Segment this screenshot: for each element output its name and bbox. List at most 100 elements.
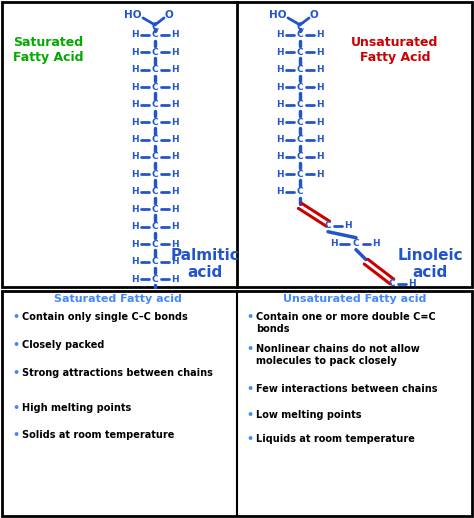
Text: C: C bbox=[389, 279, 395, 288]
Text: H: H bbox=[131, 135, 139, 144]
Text: H: H bbox=[171, 31, 179, 39]
Text: •: • bbox=[12, 429, 19, 440]
Text: C: C bbox=[152, 83, 158, 92]
Text: C: C bbox=[152, 240, 158, 249]
Text: H: H bbox=[171, 222, 179, 231]
Text: H: H bbox=[316, 100, 324, 109]
Text: C: C bbox=[152, 100, 158, 109]
Text: H: H bbox=[131, 275, 139, 283]
Text: •: • bbox=[12, 340, 19, 350]
Text: C: C bbox=[152, 188, 158, 196]
Text: H: H bbox=[171, 83, 179, 92]
Text: C: C bbox=[297, 31, 303, 39]
Text: H: H bbox=[131, 83, 139, 92]
Text: C: C bbox=[297, 188, 303, 196]
Text: H: H bbox=[276, 31, 284, 39]
Text: HO: HO bbox=[269, 10, 287, 20]
Text: H: H bbox=[171, 170, 179, 179]
Text: Closely packed: Closely packed bbox=[22, 340, 104, 350]
Text: C: C bbox=[152, 205, 158, 214]
Text: Saturated Fatty acid: Saturated Fatty acid bbox=[54, 294, 182, 304]
Text: H: H bbox=[131, 240, 139, 249]
Text: C: C bbox=[389, 298, 395, 307]
Text: Low melting points: Low melting points bbox=[256, 410, 362, 420]
Text: Contain only single C–C bonds: Contain only single C–C bonds bbox=[22, 312, 188, 322]
Text: C: C bbox=[296, 22, 304, 32]
Text: Linoleic
acid: Linoleic acid bbox=[397, 248, 463, 280]
Text: H: H bbox=[131, 31, 139, 39]
Text: H: H bbox=[316, 152, 324, 162]
Text: Saturated
Fatty Acid: Saturated Fatty Acid bbox=[13, 36, 83, 64]
Text: C: C bbox=[389, 350, 395, 359]
Text: H: H bbox=[151, 293, 159, 301]
Text: H: H bbox=[408, 298, 416, 307]
Text: C: C bbox=[152, 65, 158, 74]
Text: H: H bbox=[171, 48, 179, 57]
Text: Solids at room temperature: Solids at room temperature bbox=[22, 429, 174, 440]
Text: H: H bbox=[171, 152, 179, 162]
Text: Nonlinear chains do not allow
molecules to pack closely: Nonlinear chains do not allow molecules … bbox=[256, 344, 420, 366]
Text: C: C bbox=[152, 118, 158, 126]
Text: H: H bbox=[131, 257, 139, 266]
Text: O: O bbox=[164, 10, 173, 20]
Text: C: C bbox=[152, 170, 158, 179]
Text: H: H bbox=[276, 83, 284, 92]
Text: C: C bbox=[152, 31, 158, 39]
Text: H: H bbox=[131, 65, 139, 74]
Text: H: H bbox=[408, 368, 416, 377]
Text: C: C bbox=[152, 135, 158, 144]
Text: C: C bbox=[389, 315, 395, 324]
Text: H: H bbox=[368, 298, 376, 307]
Text: H: H bbox=[171, 240, 179, 249]
Text: C: C bbox=[389, 368, 395, 377]
Text: H: H bbox=[368, 315, 376, 324]
Text: Liquids at room temperature: Liquids at room temperature bbox=[256, 434, 415, 443]
Text: H: H bbox=[276, 48, 284, 57]
Text: H: H bbox=[171, 205, 179, 214]
Text: •: • bbox=[246, 344, 253, 354]
Text: C: C bbox=[152, 222, 158, 231]
Text: H: H bbox=[316, 31, 324, 39]
Text: H: H bbox=[316, 65, 324, 74]
Text: H: H bbox=[330, 239, 338, 248]
Text: •: • bbox=[246, 410, 253, 420]
Text: Palmitic
acid: Palmitic acid bbox=[171, 248, 239, 280]
Text: Few interactions between chains: Few interactions between chains bbox=[256, 384, 438, 394]
Text: Contain one or more double C=C
bonds: Contain one or more double C=C bonds bbox=[256, 312, 436, 334]
Text: H: H bbox=[316, 118, 324, 126]
Text: H: H bbox=[276, 152, 284, 162]
Text: H: H bbox=[276, 100, 284, 109]
Text: H: H bbox=[316, 83, 324, 92]
Text: •: • bbox=[246, 434, 253, 443]
Text: H: H bbox=[171, 65, 179, 74]
Text: C: C bbox=[151, 22, 159, 32]
Text: H: H bbox=[316, 135, 324, 144]
Text: HO: HO bbox=[124, 10, 142, 20]
Text: H: H bbox=[368, 350, 376, 359]
Text: H: H bbox=[408, 350, 416, 359]
Text: H: H bbox=[372, 239, 380, 248]
Text: H: H bbox=[171, 257, 179, 266]
Text: H: H bbox=[276, 65, 284, 74]
Text: Strong attractions between chains: Strong attractions between chains bbox=[22, 368, 213, 378]
Text: H: H bbox=[171, 135, 179, 144]
Text: H: H bbox=[316, 170, 324, 179]
Text: C: C bbox=[297, 152, 303, 162]
Text: H: H bbox=[131, 222, 139, 231]
Text: •: • bbox=[12, 402, 19, 412]
Text: C: C bbox=[297, 48, 303, 57]
Text: C: C bbox=[297, 118, 303, 126]
Text: High melting points: High melting points bbox=[22, 402, 131, 412]
Text: C: C bbox=[152, 152, 158, 162]
Text: H: H bbox=[171, 188, 179, 196]
Text: H: H bbox=[276, 118, 284, 126]
Text: C: C bbox=[389, 333, 395, 342]
Text: C: C bbox=[297, 65, 303, 74]
Text: H: H bbox=[131, 48, 139, 57]
Text: Unsaturated Fatty acid: Unsaturated Fatty acid bbox=[283, 294, 427, 304]
Text: H: H bbox=[171, 275, 179, 283]
Text: H: H bbox=[171, 118, 179, 126]
Text: H: H bbox=[276, 188, 284, 196]
Text: C: C bbox=[297, 170, 303, 179]
Text: H: H bbox=[316, 48, 324, 57]
